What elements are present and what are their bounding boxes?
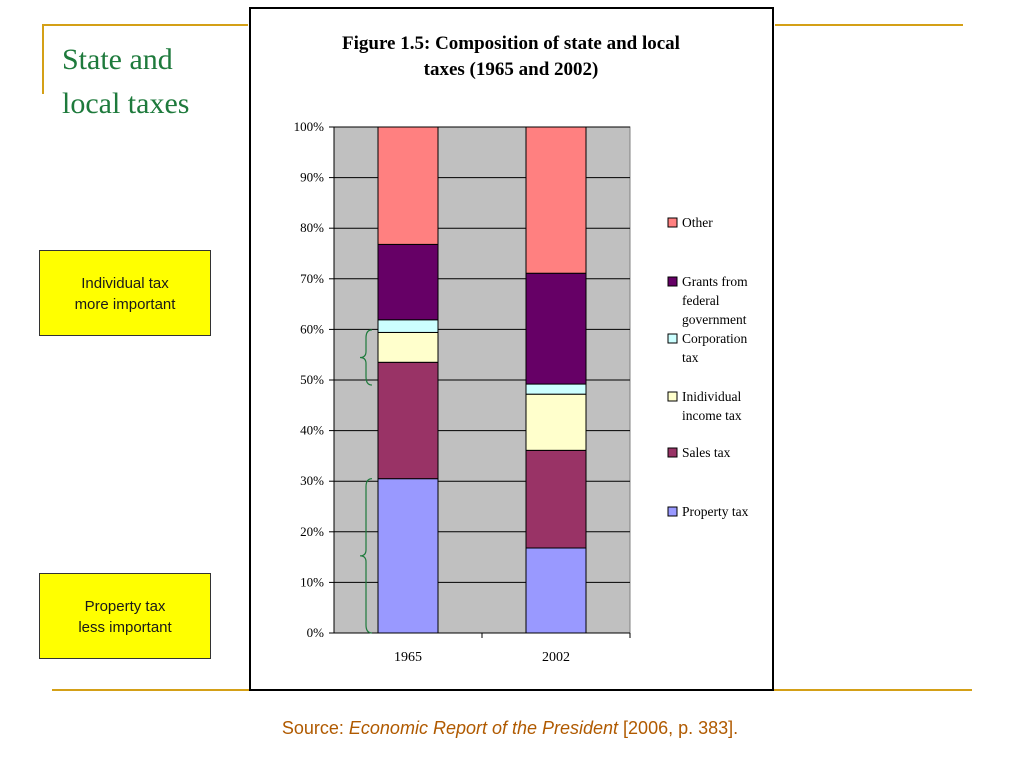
bar-segment bbox=[525, 449, 587, 549]
bar-segment bbox=[525, 547, 587, 634]
legend-label: tax bbox=[682, 350, 699, 365]
chart-title-line-2: taxes (1965 and 2002) bbox=[424, 59, 599, 80]
source-prefix: Source: bbox=[281, 718, 349, 738]
legend-label: income tax bbox=[682, 408, 742, 423]
y-tick-label: 0% bbox=[307, 625, 325, 640]
decorative-rule-top-left bbox=[42, 24, 248, 26]
bar-segment bbox=[525, 272, 587, 385]
callout-property-line-1: Property tax bbox=[84, 598, 166, 615]
y-tick-label: 30% bbox=[300, 473, 324, 488]
legend-swatch bbox=[667, 447, 678, 458]
brace-individual-tax bbox=[359, 329, 373, 386]
bar-segment bbox=[525, 383, 587, 395]
source-suffix: [2006, p. 383]. bbox=[618, 718, 739, 738]
callout-individual-tax: Individual tax more important bbox=[39, 250, 211, 336]
y-tick-label: 100% bbox=[294, 119, 325, 134]
y-tick-label: 10% bbox=[300, 574, 324, 589]
bar-segment bbox=[377, 126, 439, 245]
source-title: Economic Report of the President bbox=[348, 718, 619, 738]
y-tick-label: 40% bbox=[300, 423, 324, 438]
y-tick-label: 90% bbox=[300, 170, 324, 185]
y-tick-label: 20% bbox=[300, 524, 324, 539]
legend-label: Sales tax bbox=[682, 445, 731, 460]
callout-individual-line-2: more important bbox=[74, 296, 176, 313]
chart-title-line-1: Figure 1.5: Composition of state and loc… bbox=[342, 33, 680, 54]
legend-swatch bbox=[667, 217, 678, 228]
legend-label: Corporation bbox=[682, 331, 747, 346]
legend-swatch bbox=[667, 391, 678, 402]
x-tick-label: 2002 bbox=[542, 650, 570, 665]
bar-segment bbox=[377, 243, 439, 321]
brace-property-tax bbox=[359, 478, 373, 634]
callout-property-tax: Property tax less important bbox=[39, 573, 211, 659]
stacked-bar-chart: Figure 1.5: Composition of state and loc… bbox=[294, 33, 749, 665]
y-tick-label: 60% bbox=[300, 321, 324, 336]
slide-title: State and local taxes bbox=[62, 38, 242, 126]
legend-label: Inidividual bbox=[682, 389, 741, 404]
y-tick-label: 50% bbox=[300, 372, 324, 387]
bar-segment bbox=[377, 478, 439, 634]
bar-segment bbox=[377, 331, 439, 363]
decorative-rule-vertical bbox=[42, 24, 44, 94]
legend-swatch bbox=[667, 333, 678, 344]
legend-label: government bbox=[682, 312, 747, 327]
chart-frame: Figure 1.5: Composition of state and loc… bbox=[249, 7, 774, 691]
y-tick-label: 70% bbox=[300, 271, 324, 286]
decorative-rule-top-right bbox=[775, 24, 963, 26]
legend-label: Other bbox=[682, 215, 713, 230]
legend-swatch bbox=[667, 506, 678, 517]
x-tick-label: 1965 bbox=[394, 650, 422, 665]
bar-segment bbox=[525, 393, 587, 451]
legend-swatch bbox=[667, 276, 678, 287]
callout-individual-line-1: Individual tax bbox=[81, 275, 169, 292]
slide-title-line-1: State and bbox=[62, 43, 173, 76]
bar-segment bbox=[377, 361, 439, 480]
legend-label: federal bbox=[682, 293, 720, 308]
legend-label: Grants from bbox=[682, 274, 748, 289]
y-tick-label: 80% bbox=[300, 220, 324, 235]
bar-segment bbox=[377, 319, 439, 333]
callout-property-line-2: less important bbox=[78, 619, 172, 636]
bar-segment bbox=[525, 126, 587, 274]
legend-label: Property tax bbox=[682, 504, 749, 519]
slide-title-line-2: local taxes bbox=[62, 87, 190, 120]
source-citation: Source: Economic Report of the President… bbox=[0, 718, 1020, 739]
